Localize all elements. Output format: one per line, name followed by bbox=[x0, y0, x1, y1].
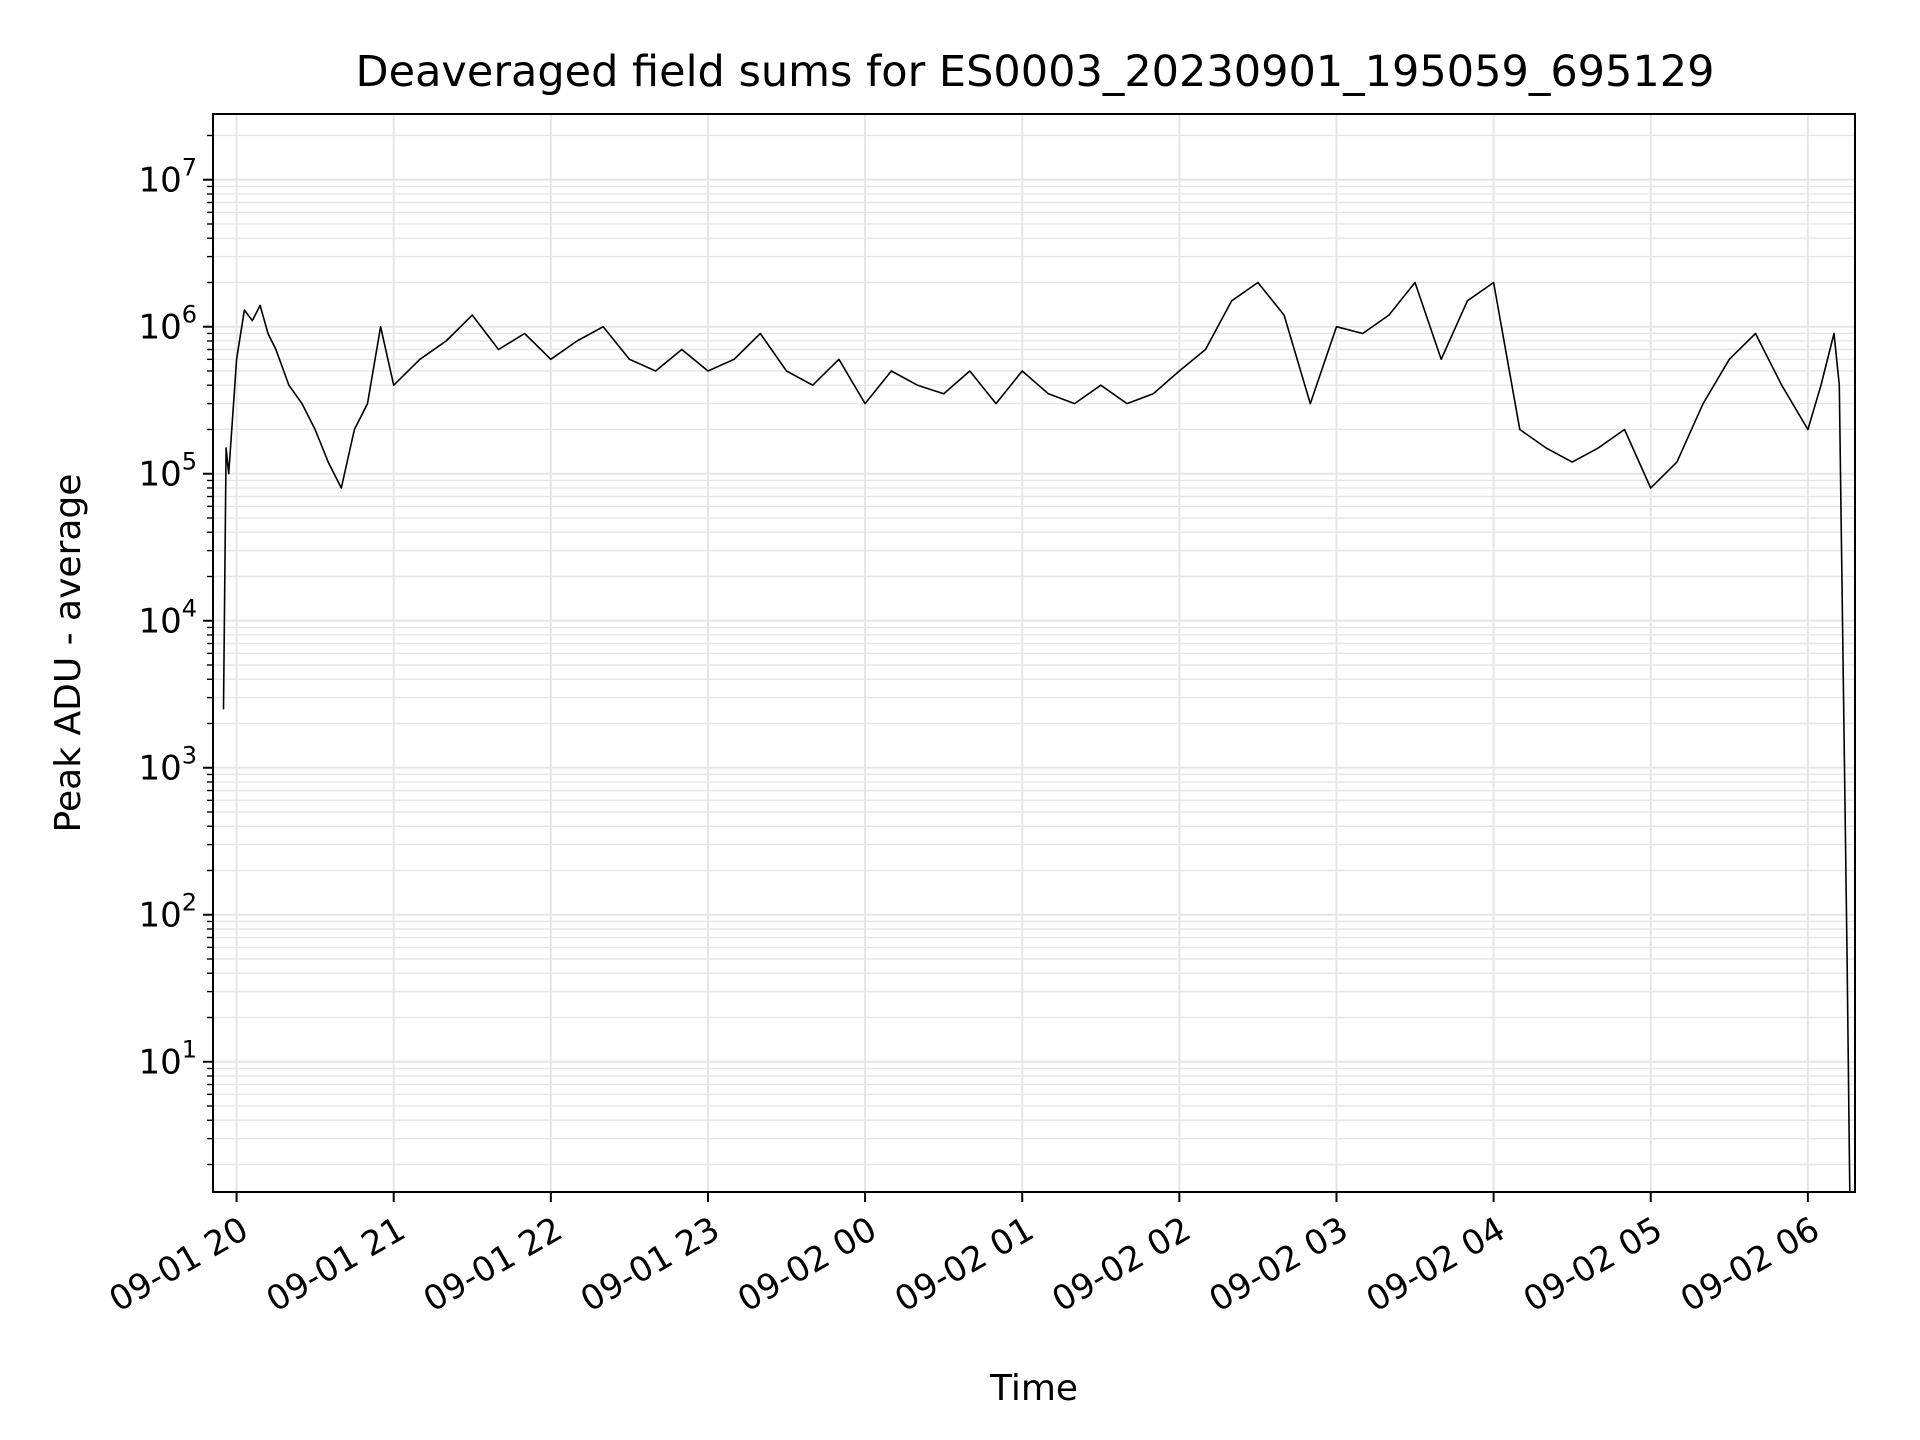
series-layer bbox=[222, 281, 1851, 1193]
y-tick-label: 101 bbox=[138, 1036, 197, 1083]
y-axis: 101 102 103 104 105 106 107 bbox=[138, 134, 213, 1166]
x-tick-label: 09-01 23 bbox=[574, 1209, 726, 1320]
x-tick-label: 09-02 04 bbox=[1360, 1209, 1512, 1320]
y-tick-label: 107 bbox=[138, 154, 197, 201]
x-axis: 09-01 20 09-01 21 09-01 22 09-01 23 09-02 00… bbox=[103, 1192, 1826, 1320]
x-tick-label: 09-01 22 bbox=[417, 1209, 569, 1320]
x-tick-label: 09-01 20 bbox=[103, 1209, 255, 1320]
y-tick-label: 106 bbox=[138, 301, 197, 348]
x-tick-label: 09-02 01 bbox=[888, 1209, 1040, 1320]
x-tick-label: 09-02 02 bbox=[1045, 1209, 1197, 1320]
y-axis-label: Peak ADU - average bbox=[48, 474, 89, 833]
chart-title: Deaveraged field sums for ES0003_2023090… bbox=[356, 47, 1715, 97]
series-line-0 bbox=[222, 281, 1851, 1193]
x-axis-label: Time bbox=[989, 1368, 1078, 1409]
y-tick-label: 103 bbox=[138, 742, 197, 789]
y-tick-label: 105 bbox=[138, 448, 197, 495]
x-tick-label: 09-02 05 bbox=[1517, 1209, 1669, 1320]
x-tick-label: 09-02 03 bbox=[1203, 1209, 1355, 1320]
y-tick-label: 104 bbox=[138, 595, 197, 642]
y-tick-label: 102 bbox=[138, 889, 197, 936]
x-tick-label: 09-02 00 bbox=[731, 1209, 883, 1320]
grid bbox=[213, 114, 1855, 1192]
x-tick-label: 09-02 06 bbox=[1674, 1209, 1826, 1320]
x-tick-label: 09-01 21 bbox=[260, 1209, 412, 1320]
